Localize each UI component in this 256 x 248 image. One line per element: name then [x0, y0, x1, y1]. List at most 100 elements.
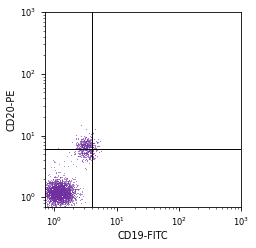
Point	[51, 185, 56, 188]
Point	[49, 193, 53, 197]
Point	[46, 188, 50, 192]
Point	[62, 190, 66, 194]
Point	[66, 194, 70, 198]
Point	[90, 142, 94, 146]
Point	[53, 194, 57, 198]
Point	[70, 188, 74, 192]
Point	[56, 190, 60, 194]
Point	[58, 181, 62, 185]
Point	[55, 195, 59, 199]
Point	[54, 180, 58, 184]
Point	[63, 186, 67, 190]
Point	[49, 191, 53, 195]
Point	[67, 193, 71, 197]
Point	[47, 193, 51, 197]
Point	[85, 145, 89, 149]
Point	[55, 192, 59, 196]
Point	[49, 198, 54, 202]
Point	[63, 192, 67, 196]
Point	[51, 194, 55, 198]
Point	[77, 192, 81, 196]
Point	[85, 145, 89, 149]
Point	[58, 192, 62, 196]
Point	[60, 193, 64, 197]
Point	[48, 191, 52, 195]
Point	[88, 156, 92, 160]
Point	[59, 199, 63, 203]
Point	[86, 149, 90, 153]
Point	[64, 183, 68, 187]
Point	[53, 194, 57, 198]
Point	[56, 196, 60, 200]
Point	[47, 190, 51, 194]
Point	[54, 195, 58, 199]
Point	[63, 188, 67, 192]
Point	[72, 190, 76, 194]
Point	[50, 195, 54, 199]
Point	[67, 198, 71, 202]
Point	[83, 140, 88, 144]
Point	[45, 185, 49, 189]
Point	[91, 145, 95, 149]
Point	[50, 197, 54, 201]
Point	[67, 183, 71, 187]
Point	[62, 184, 66, 187]
Point	[54, 191, 58, 195]
Point	[62, 187, 66, 191]
Point	[66, 186, 70, 190]
Point	[57, 193, 61, 197]
Point	[57, 189, 61, 193]
Point	[62, 184, 66, 188]
Point	[51, 189, 55, 193]
Point	[68, 183, 72, 187]
Point	[64, 184, 68, 188]
Point	[56, 193, 60, 197]
Point	[88, 148, 92, 152]
Point	[56, 193, 60, 197]
Point	[78, 186, 82, 190]
Point	[62, 192, 66, 196]
Point	[48, 186, 52, 189]
Point	[90, 143, 94, 147]
Point	[66, 186, 70, 190]
Point	[68, 183, 72, 187]
Point	[61, 186, 65, 190]
Point	[48, 198, 52, 202]
Point	[52, 196, 56, 200]
Point	[53, 193, 57, 197]
Point	[52, 188, 57, 192]
Point	[49, 190, 53, 194]
Point	[51, 192, 55, 196]
Point	[58, 193, 62, 197]
Point	[57, 195, 61, 199]
Point	[45, 197, 49, 201]
Point	[52, 182, 56, 186]
Point	[69, 185, 73, 189]
Point	[46, 183, 50, 187]
Point	[48, 183, 52, 187]
Point	[58, 178, 62, 182]
Point	[63, 198, 67, 202]
Point	[60, 200, 64, 204]
Point	[49, 195, 53, 199]
Point	[81, 140, 85, 144]
Point	[56, 196, 60, 200]
Point	[58, 197, 62, 201]
Point	[49, 182, 53, 186]
Point	[95, 148, 99, 152]
Point	[52, 203, 56, 207]
Point	[56, 191, 60, 195]
Point	[73, 189, 77, 193]
Point	[58, 192, 62, 196]
Point	[45, 192, 49, 196]
Point	[82, 151, 86, 155]
Point	[60, 185, 65, 189]
Point	[68, 192, 72, 196]
Point	[56, 198, 60, 202]
Point	[57, 185, 61, 189]
Point	[54, 188, 58, 192]
Point	[46, 187, 50, 191]
Point	[49, 189, 53, 193]
Point	[51, 184, 56, 188]
Point	[83, 148, 87, 152]
